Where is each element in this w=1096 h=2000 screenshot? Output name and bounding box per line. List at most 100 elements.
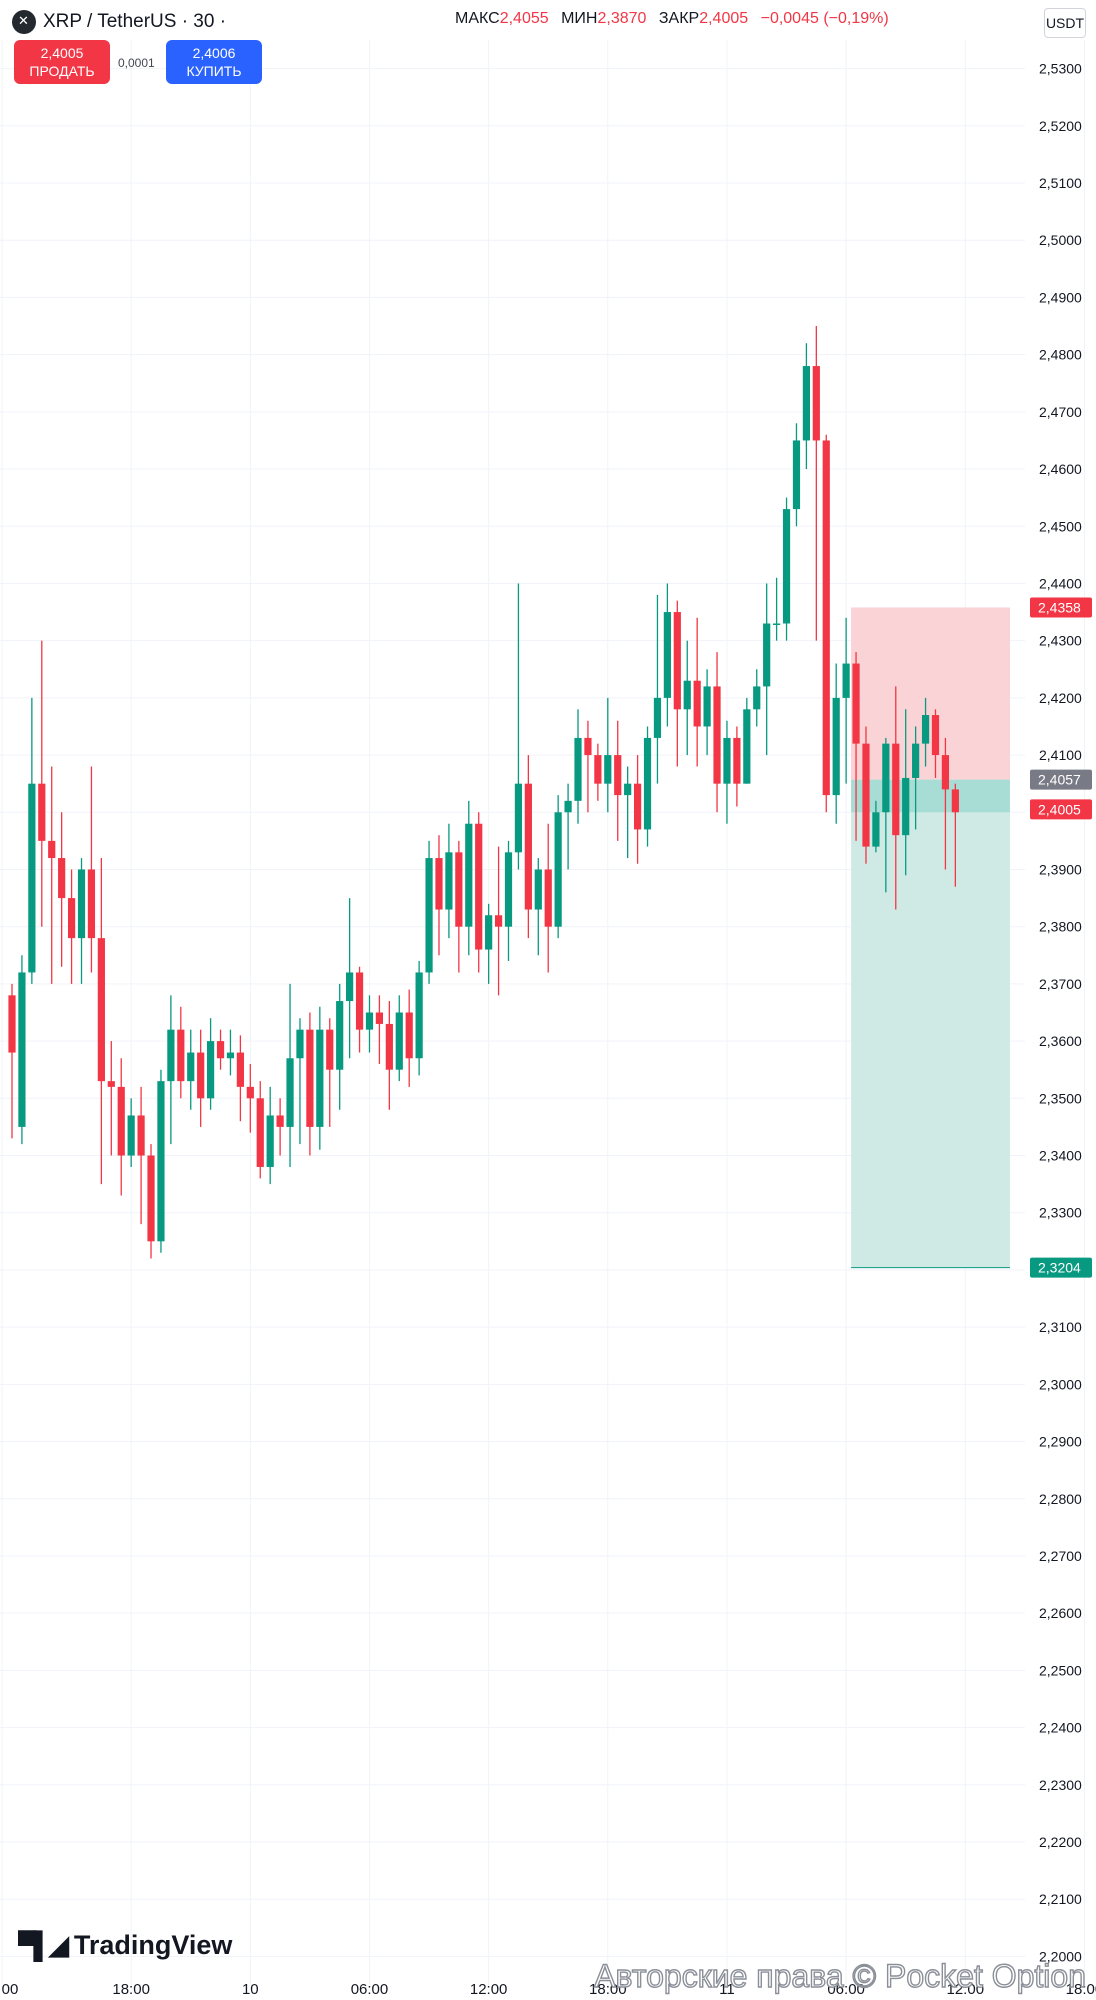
high-value: 2,4055 — [499, 10, 549, 27]
buy-price: 2,4006 — [192, 45, 236, 61]
candle-body — [921, 715, 930, 744]
candle-body — [246, 1086, 254, 1099]
candle-body — [67, 898, 76, 939]
tradingview-logo-text: TradingView — [73, 1930, 233, 1960]
y-tick-label: 2,4600 — [1039, 461, 1082, 477]
time-axis[interactable]: 00 18:00 10 06:00 12:00 18:00 11 06:00 12:00 18:0… — [2, 1981, 1096, 1998]
candle-body — [18, 972, 26, 1127]
candle-body — [117, 1086, 125, 1156]
candle-body — [87, 869, 96, 939]
candle-body — [395, 1012, 403, 1070]
symbol-header[interactable]: XRP / TetherUS · 30 · — [12, 6, 226, 38]
currency-selector[interactable]: USDT — [1044, 8, 1086, 38]
candle-body — [375, 1012, 384, 1024]
candle-body — [127, 1115, 135, 1156]
candle-body — [365, 1012, 374, 1030]
y-tick-label: 2,2100 — [1039, 1891, 1082, 1907]
y-tick-label: 2,2300 — [1039, 1777, 1082, 1793]
price-tag-label: 2,4358 — [1038, 599, 1081, 615]
candle-body — [187, 1052, 195, 1082]
candle-body — [584, 737, 592, 756]
x-tick-label: 18:00 — [112, 1981, 150, 1998]
candle-body — [48, 840, 56, 859]
candle-body — [38, 783, 46, 841]
price-tag-label: 2,4057 — [1038, 772, 1081, 788]
sell-button[interactable]: 2,4005 ПРОДАТЬ — [14, 40, 110, 84]
candle-body — [107, 1081, 115, 1087]
candle-body — [485, 915, 493, 950]
candle-body — [931, 715, 940, 756]
y-tick-label: 2,2500 — [1039, 1662, 1082, 1678]
candle-body — [673, 612, 681, 710]
y-tick-label: 2,2000 — [1039, 1948, 1082, 1964]
y-tick-label: 2,3700 — [1039, 976, 1082, 992]
candle-body — [614, 755, 622, 796]
copyright-watermark: Авторские права © Pocket Option — [593, 1957, 1086, 1994]
x-tick-label: 06:00 — [827, 1981, 865, 1998]
y-tick-label: 2,2900 — [1039, 1434, 1082, 1450]
x-tick-label: 12:00 — [470, 1981, 508, 1998]
candle-body — [653, 697, 662, 738]
candle-body — [316, 1029, 324, 1127]
y-tick-label: 2,3000 — [1039, 1376, 1082, 1392]
x-tick-label: 18:00 — [1066, 1981, 1096, 1998]
price-axis[interactable]: 2,5300 2,5200 2,5100 2,5000 2,4900 2,4800 2,47… — [1039, 61, 1082, 1965]
close-value: 2,4005 — [699, 10, 749, 27]
candle-body — [147, 1155, 155, 1242]
candle-body — [912, 743, 920, 778]
close-label: ЗАКР — [658, 10, 700, 27]
price-tag-label: 2,3204 — [1038, 1260, 1081, 1276]
buy-label: КУПИТЬ — [186, 63, 242, 79]
candle-body — [494, 915, 503, 927]
tradingview-logo[interactable]: ▀▌◢ TradingView — [18, 1930, 232, 1961]
y-tick-label: 2,2800 — [1039, 1491, 1082, 1507]
candle-body — [326, 1029, 334, 1070]
x-tick-label: 12:00 — [947, 1981, 985, 1998]
y-tick-label: 2,3100 — [1039, 1319, 1082, 1335]
candle-body — [286, 1058, 294, 1127]
y-tick-label: 2,5000 — [1039, 232, 1082, 248]
stop-loss-zone — [851, 607, 1010, 780]
candle-body — [872, 812, 880, 847]
spread-value: 0,0001 — [118, 56, 155, 70]
candle-body — [514, 783, 523, 853]
high-label: МАКС — [455, 10, 500, 27]
candle-body — [177, 1029, 185, 1082]
candle-body — [743, 709, 751, 784]
x-tick-label: 06:00 — [351, 1981, 389, 1998]
candle-body — [276, 1115, 284, 1127]
tradingview-logo-icon: ▀▌◢ — [18, 1930, 69, 1960]
candle-body — [28, 783, 36, 973]
candle-body — [226, 1052, 235, 1059]
buy-button[interactable]: 2,4006 КУПИТЬ — [166, 40, 262, 84]
candle-body — [445, 852, 453, 910]
candle-body — [137, 1115, 145, 1156]
candle-body — [892, 743, 900, 836]
candle-body — [455, 852, 463, 927]
candle-body — [753, 686, 761, 710]
candle-body — [157, 1081, 165, 1242]
y-tick-label: 2,4100 — [1039, 747, 1082, 763]
candle-body — [941, 755, 950, 790]
candle-body — [465, 823, 473, 927]
candle-body — [792, 440, 801, 510]
candle-body — [534, 869, 542, 910]
y-tick-label: 2,3800 — [1039, 919, 1082, 935]
price-tag-label: 2,4005 — [1038, 801, 1081, 817]
y-tick-label: 2,3600 — [1039, 1033, 1082, 1049]
candle-body — [733, 737, 741, 784]
position-tool[interactable] — [851, 607, 1010, 1269]
candle-body — [296, 1029, 304, 1059]
candle-body — [842, 663, 850, 698]
x-tick-label: 11 — [719, 1981, 735, 1998]
y-tick-label: 2,4500 — [1039, 518, 1082, 534]
candle-body — [683, 680, 691, 710]
y-tick-label: 2,5100 — [1039, 175, 1082, 191]
candle-body — [346, 972, 354, 1002]
xrp-logo-icon — [12, 10, 36, 34]
candle-body — [167, 1029, 175, 1082]
candle-body — [524, 783, 532, 910]
candle-body — [8, 995, 16, 1053]
candle-body — [336, 1001, 344, 1070]
